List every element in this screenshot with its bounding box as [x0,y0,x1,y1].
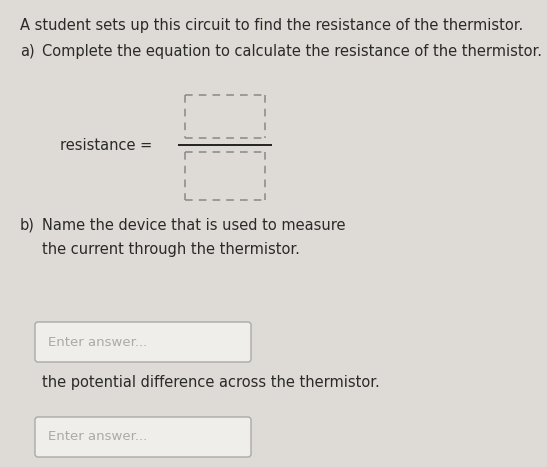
FancyBboxPatch shape [35,322,251,362]
Text: the current through the thermistor.: the current through the thermistor. [42,242,300,257]
FancyBboxPatch shape [35,417,251,457]
Text: A student sets up this circuit to find the resistance of the thermistor.: A student sets up this circuit to find t… [20,18,523,33]
Text: resistance =: resistance = [60,137,152,153]
Text: Enter answer...: Enter answer... [48,335,147,348]
Text: Name the device that is used to measure: Name the device that is used to measure [42,218,346,233]
Text: the potential difference across the thermistor.: the potential difference across the ther… [42,375,380,390]
Text: a): a) [20,44,34,59]
Text: Complete the equation to calculate the resistance of the thermistor.: Complete the equation to calculate the r… [42,44,542,59]
Text: b): b) [20,218,35,233]
Text: Enter answer...: Enter answer... [48,431,147,444]
